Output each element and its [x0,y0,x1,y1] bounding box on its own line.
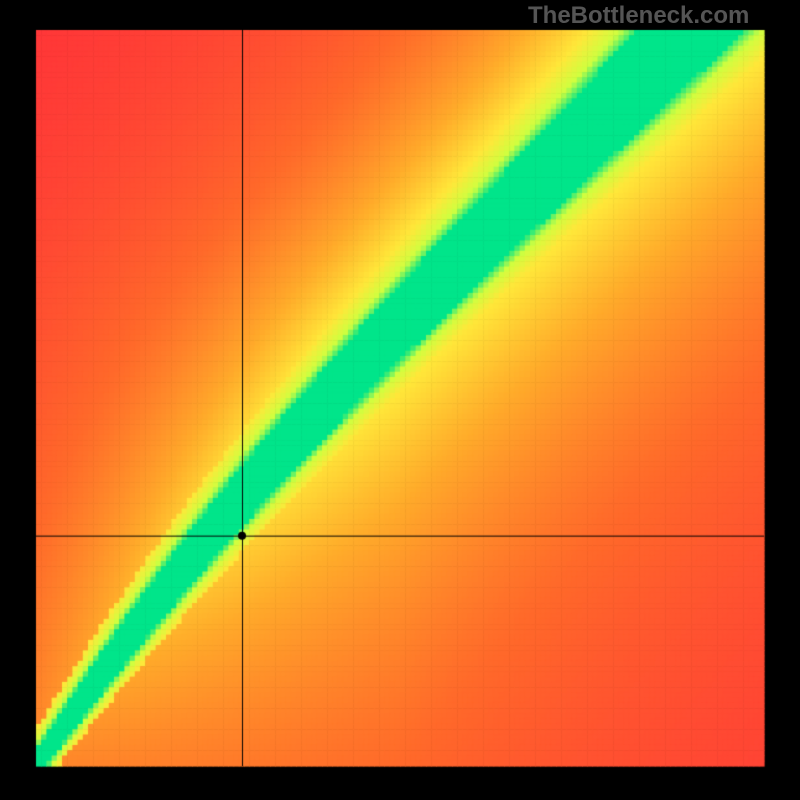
heatmap-canvas [0,0,800,800]
chart-container: TheBottleneck.com [0,0,800,800]
watermark-text: TheBottleneck.com [528,2,749,30]
